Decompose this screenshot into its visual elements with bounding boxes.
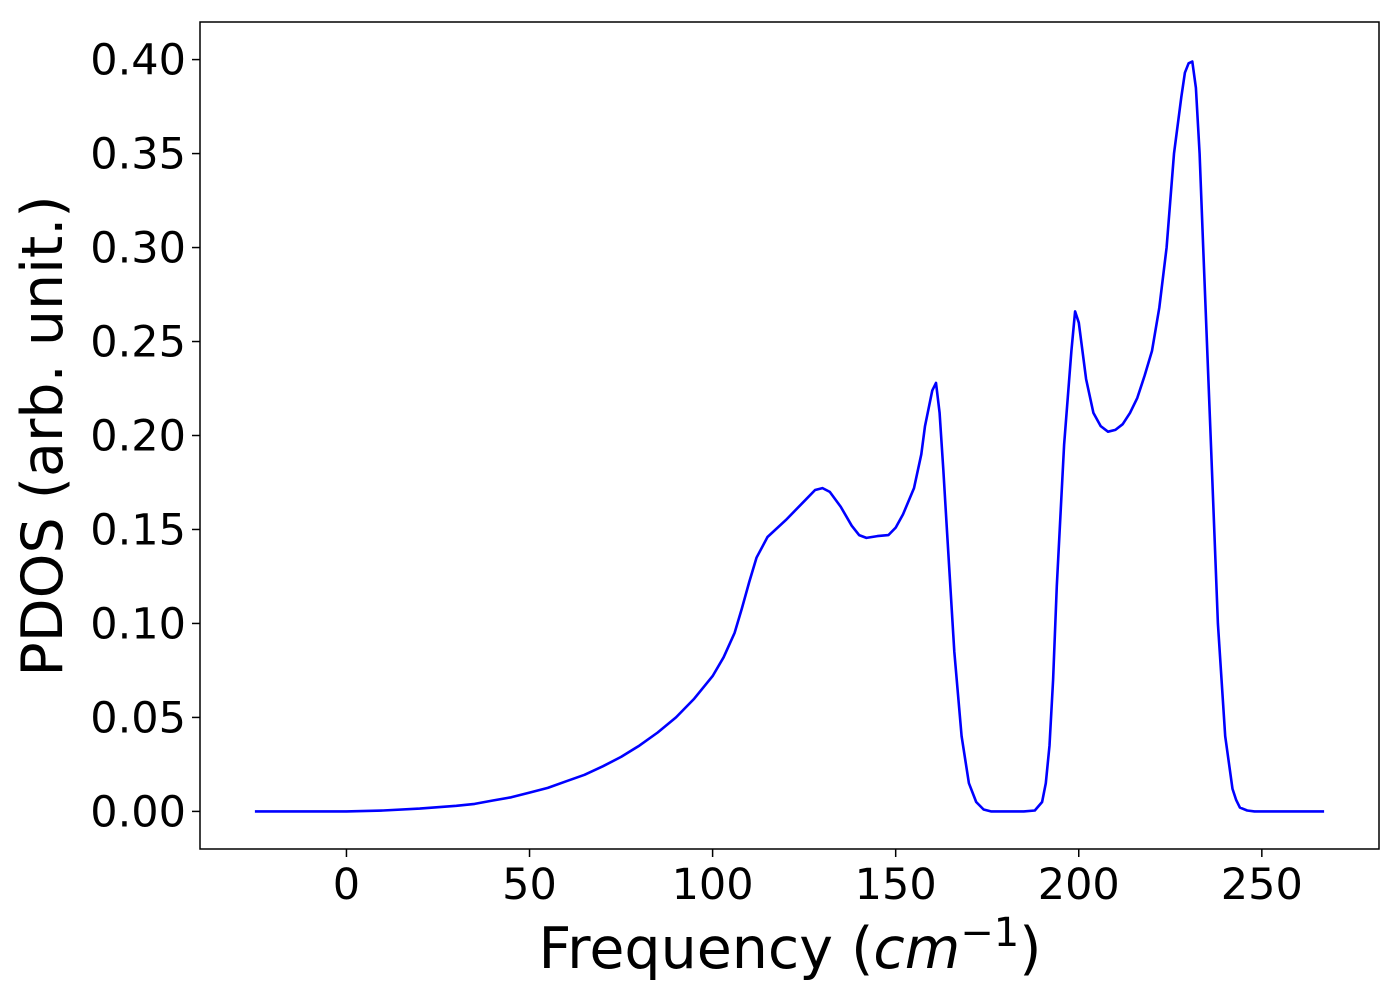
x-axis-title: Frequency (cm−1): [539, 910, 1042, 982]
x-axis-ticks: 0 50 100 150 200 250: [333, 849, 1303, 910]
y-axis-ticks: 0.00 0.05 0.10 0.15 0.20 0.25 0.30 0.35 0.40: [90, 36, 200, 837]
x-axis-title-unit: cm: [873, 916, 960, 982]
x-tick-label: 150: [855, 860, 937, 910]
x-axis-title-text: Frequency: [539, 916, 833, 982]
x-axis-title-unit-exponent: −1: [960, 910, 1019, 956]
y-tick-label: 0.05: [90, 693, 186, 743]
x-tick-label: 50: [502, 860, 557, 910]
y-tick-label: 0.15: [90, 505, 186, 555]
y-tick-label: 0.00: [90, 787, 186, 837]
x-axis-title-close: ): [1019, 916, 1041, 982]
y-tick-label: 0.20: [90, 412, 186, 462]
x-tick-label: 0: [333, 860, 360, 910]
y-tick-label: 0.35: [90, 130, 186, 180]
y-tick-label: 0.30: [90, 224, 186, 274]
x-tick-label: 100: [672, 860, 754, 910]
y-tick-label: 0.25: [90, 318, 186, 368]
x-tick-label: 200: [1038, 860, 1120, 910]
plot-frame: [199, 21, 1380, 850]
y-tick-label: 0.10: [90, 599, 186, 649]
pdos-series-line: [254, 60, 1325, 813]
y-axis-title: PDOS (arb. unit.): [10, 195, 76, 676]
series-layer: [254, 60, 1325, 813]
x-axis-title-open: (: [851, 916, 873, 982]
y-tick-label: 0.40: [90, 36, 186, 86]
x-tick-label: 250: [1221, 860, 1303, 910]
